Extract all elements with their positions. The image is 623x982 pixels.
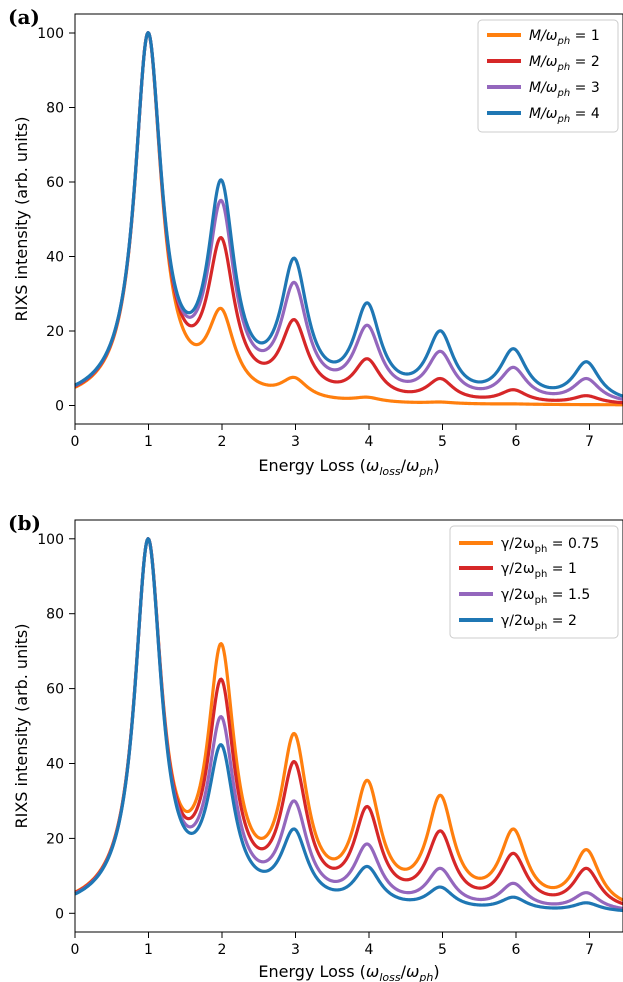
- panel-a-legend-label: M/ωph = 2: [529, 54, 600, 73]
- panel-a-legend-box: [477, 19, 619, 133]
- panel-b-legend-box: [449, 525, 619, 639]
- panel-b-xtick-label: 1: [144, 942, 153, 958]
- panel-a-xtick-label: 7: [585, 434, 594, 450]
- panel-b-xtick-label: 6: [512, 942, 521, 958]
- panel-b-y-axis: 0 20 40 60 80 100: [37, 532, 75, 922]
- panel-b-xtick-label: 4: [365, 942, 374, 958]
- panel-b-plot-frame: [74, 519, 623, 933]
- panel-a-legend-label: M/ωph = 3: [529, 80, 600, 99]
- panel-b-legend-label: γ/2ωph = 1.5: [501, 587, 590, 606]
- panel-a-xtick-label: 3: [291, 434, 300, 450]
- panel-b-legend-label: γ/2ωph = 0.75: [501, 536, 599, 555]
- panel-a-ytick-label: 20: [46, 324, 64, 340]
- panel-a-y-axis-title: RIXS intensity (arb. units): [12, 116, 31, 321]
- panel-a-ytick-label: 40: [46, 250, 64, 266]
- panel-a-legend: M/ωph = 1 M/ωph = 2 M/ωph = 3 M/ωph = 4: [477, 19, 619, 133]
- panel-b: (b) 0 1 2 3 4 5 6 7: [8, 511, 623, 982]
- panel-a-ytick-label: 100: [37, 26, 64, 42]
- series-line: [74, 537, 623, 913]
- panel-a-legend-label: M/ωph = 1: [529, 28, 600, 47]
- panel-b-xtick-label: 7: [585, 942, 594, 958]
- panel-b-xtick-label: 5: [438, 942, 447, 958]
- panel-a-xtick-label: 5: [438, 434, 447, 450]
- panel-b-ytick-label: 100: [37, 532, 64, 548]
- panel-b-legend-label: γ/2ωph = 2: [501, 613, 577, 632]
- panel-b-xtick-label: 0: [71, 942, 80, 958]
- panel-b-xtick-label: 2: [218, 942, 227, 958]
- panel-a-xtick-label: 2: [218, 434, 227, 450]
- panel-a-xtick-label: 4: [365, 434, 374, 450]
- panel-a-label: (a): [8, 5, 40, 29]
- panel-a-ytick-label: 0: [55, 399, 64, 415]
- panel-a-y-axis: 0 20 40 60 80 100: [37, 26, 75, 415]
- panel-a-curves: [74, 31, 623, 407]
- panel-a-ytick-label: 60: [46, 175, 64, 191]
- panel-b-y-axis-title: RIXS intensity (arb. units): [12, 623, 31, 828]
- panel-a-plot-frame: [74, 13, 623, 425]
- panel-a-xtick-label: 6: [512, 434, 521, 450]
- panel-b-xtick-label: 3: [291, 942, 300, 958]
- panel-a: (a) 0 1 2 3 4 5 6 7: [8, 5, 623, 478]
- panel-b-ytick-label: 20: [46, 831, 64, 847]
- panel-b-x-axis-title: Energy Loss (ωloss/ωph): [258, 962, 439, 982]
- panel-a-x-axis-title: Energy Loss (ωloss/ωph): [258, 456, 439, 478]
- panel-b-legend-label: γ/2ωph = 1: [501, 561, 577, 580]
- panel-b-ytick-label: 60: [46, 682, 64, 698]
- panel-b-curves: [74, 537, 623, 913]
- panel-b-ytick-label: 0: [55, 906, 64, 922]
- panel-a-ytick-label: 80: [46, 101, 64, 117]
- panel-b-label: (b): [8, 511, 41, 535]
- panel-a-x-axis: 0 1 2 3 4 5 6 7: [71, 424, 594, 450]
- panel-a-xtick-label: 1: [144, 434, 153, 450]
- panel-b-legend: γ/2ωph = 0.75 γ/2ωph = 1 γ/2ωph = 1.5 γ/…: [449, 525, 619, 639]
- panel-b-x-axis: 0 1 2 3 4 5 6 7: [71, 932, 594, 958]
- panel-a-legend-label: M/ωph = 4: [529, 106, 600, 125]
- panel-b-ytick-label: 80: [46, 607, 64, 623]
- panel-a-xtick-label: 0: [71, 434, 80, 450]
- series-line: [74, 31, 623, 398]
- panel-b-ytick-label: 40: [46, 757, 64, 773]
